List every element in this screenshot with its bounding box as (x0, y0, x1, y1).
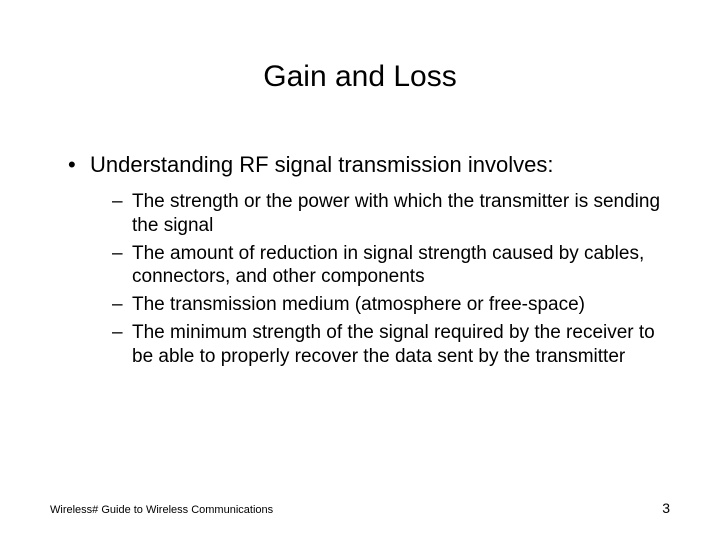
bullet-level2: The transmission medium (atmosphere or f… (112, 293, 670, 317)
bullet-level1: Understanding RF signal transmission inv… (68, 152, 670, 178)
footer-source: Wireless# Guide to Wireless Communicatio… (50, 504, 273, 516)
slide-number: 3 (662, 500, 670, 516)
slide-footer: Wireless# Guide to Wireless Communicatio… (50, 500, 670, 516)
bullet-level2: The strength or the power with which the… (112, 190, 670, 238)
slide-container: Gain and Loss Understanding RF signal tr… (0, 0, 720, 540)
slide-title: Gain and Loss (50, 60, 670, 94)
bullet-level2: The amount of reduction in signal streng… (112, 242, 670, 290)
bullet-level2: The minimum strength of the signal requi… (112, 321, 670, 369)
